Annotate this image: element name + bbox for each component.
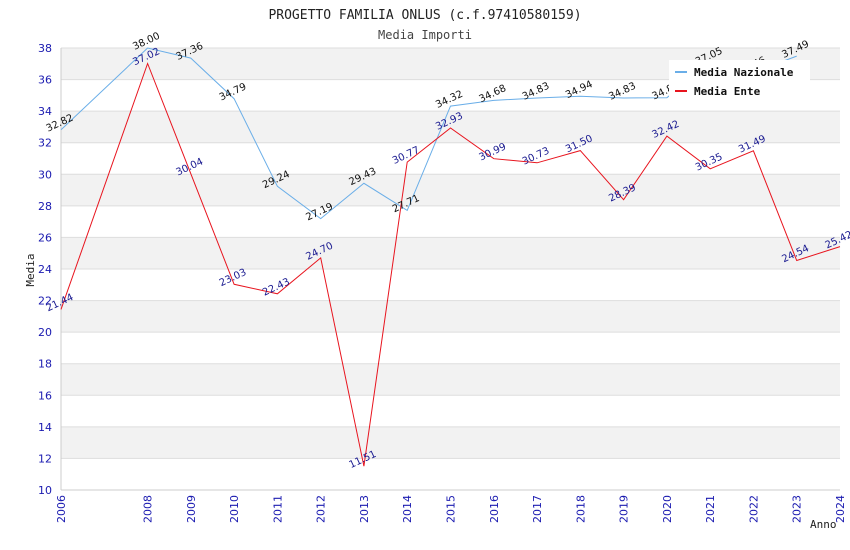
grid-band [61,269,840,301]
legend: Media Nazionale Media Ente [669,60,810,102]
grid-band [61,395,840,427]
grid-band [61,458,840,490]
grid-band [61,300,840,333]
x-tick-label: 2008 [142,495,155,523]
chart-title: PROGETTO FAMILIA ONLUS (c.f.97410580159) [268,8,581,23]
grid-band [61,426,840,459]
grid-band [61,111,840,143]
x-tick-label: 2017 [531,495,544,523]
x-tick-label: 2009 [185,495,198,523]
y-tick-label: 26 [38,231,52,244]
y-tick-label: 32 [38,137,52,150]
x-tick-label: 2022 [747,495,760,523]
grid-band [61,237,840,269]
y-tick-label: 38 [38,42,52,55]
y-tick-label: 10 [38,484,52,497]
x-tick-label: 2014 [401,495,414,523]
legend-label: Media Nazionale [694,66,794,79]
x-tick-label: 2021 [704,495,717,523]
y-tick-label: 20 [38,326,52,339]
legend-box [669,60,810,102]
y-axis-label: Media [24,253,37,286]
y-tick-label: 34 [38,105,52,118]
x-tick-label: 2010 [228,495,241,523]
y-tick-label: 30 [38,168,52,181]
y-tick-label: 18 [38,358,52,371]
y-tick-label: 16 [38,389,52,402]
x-tick-label: 2019 [618,495,631,523]
x-tick-label: 2016 [488,495,501,523]
y-tick-label: 28 [38,200,52,213]
x-tick-label: 2006 [55,495,68,523]
y-tick-label: 36 [38,74,52,87]
grid-band [61,205,840,238]
grid-band [61,332,840,364]
x-tick-label: 2018 [574,495,587,523]
y-tick-label: 14 [38,421,52,434]
x-tick-label: 2024 [834,495,847,523]
grid-band [61,363,840,396]
y-axis-ticks: 10 12 14 16 18 20 22 24 26 28 30 32 34 36 38 [38,42,52,497]
y-tick-label: 12 [38,452,52,465]
legend-label: Media Ente [694,85,761,98]
x-tick-label: 2011 [271,495,284,523]
series-line-media-ente [60,62,841,467]
x-axis-label: Anno [810,518,837,531]
x-tick-label: 2012 [315,495,328,523]
x-tick-label: 2015 [445,495,458,523]
x-axis-ticks: 2006 2008 2009 2010 2011 2012 2013 2014 2015 2016… [55,495,847,523]
grid-band [61,174,840,206]
x-tick-label: 2020 [661,495,674,523]
x-tick-label: 2013 [358,495,371,523]
chart-subtitle: Media Importi [378,28,472,42]
y-tick-label: 24 [38,263,52,276]
y-tick-label: 22 [38,295,52,308]
x-tick-label: 2023 [791,495,804,523]
